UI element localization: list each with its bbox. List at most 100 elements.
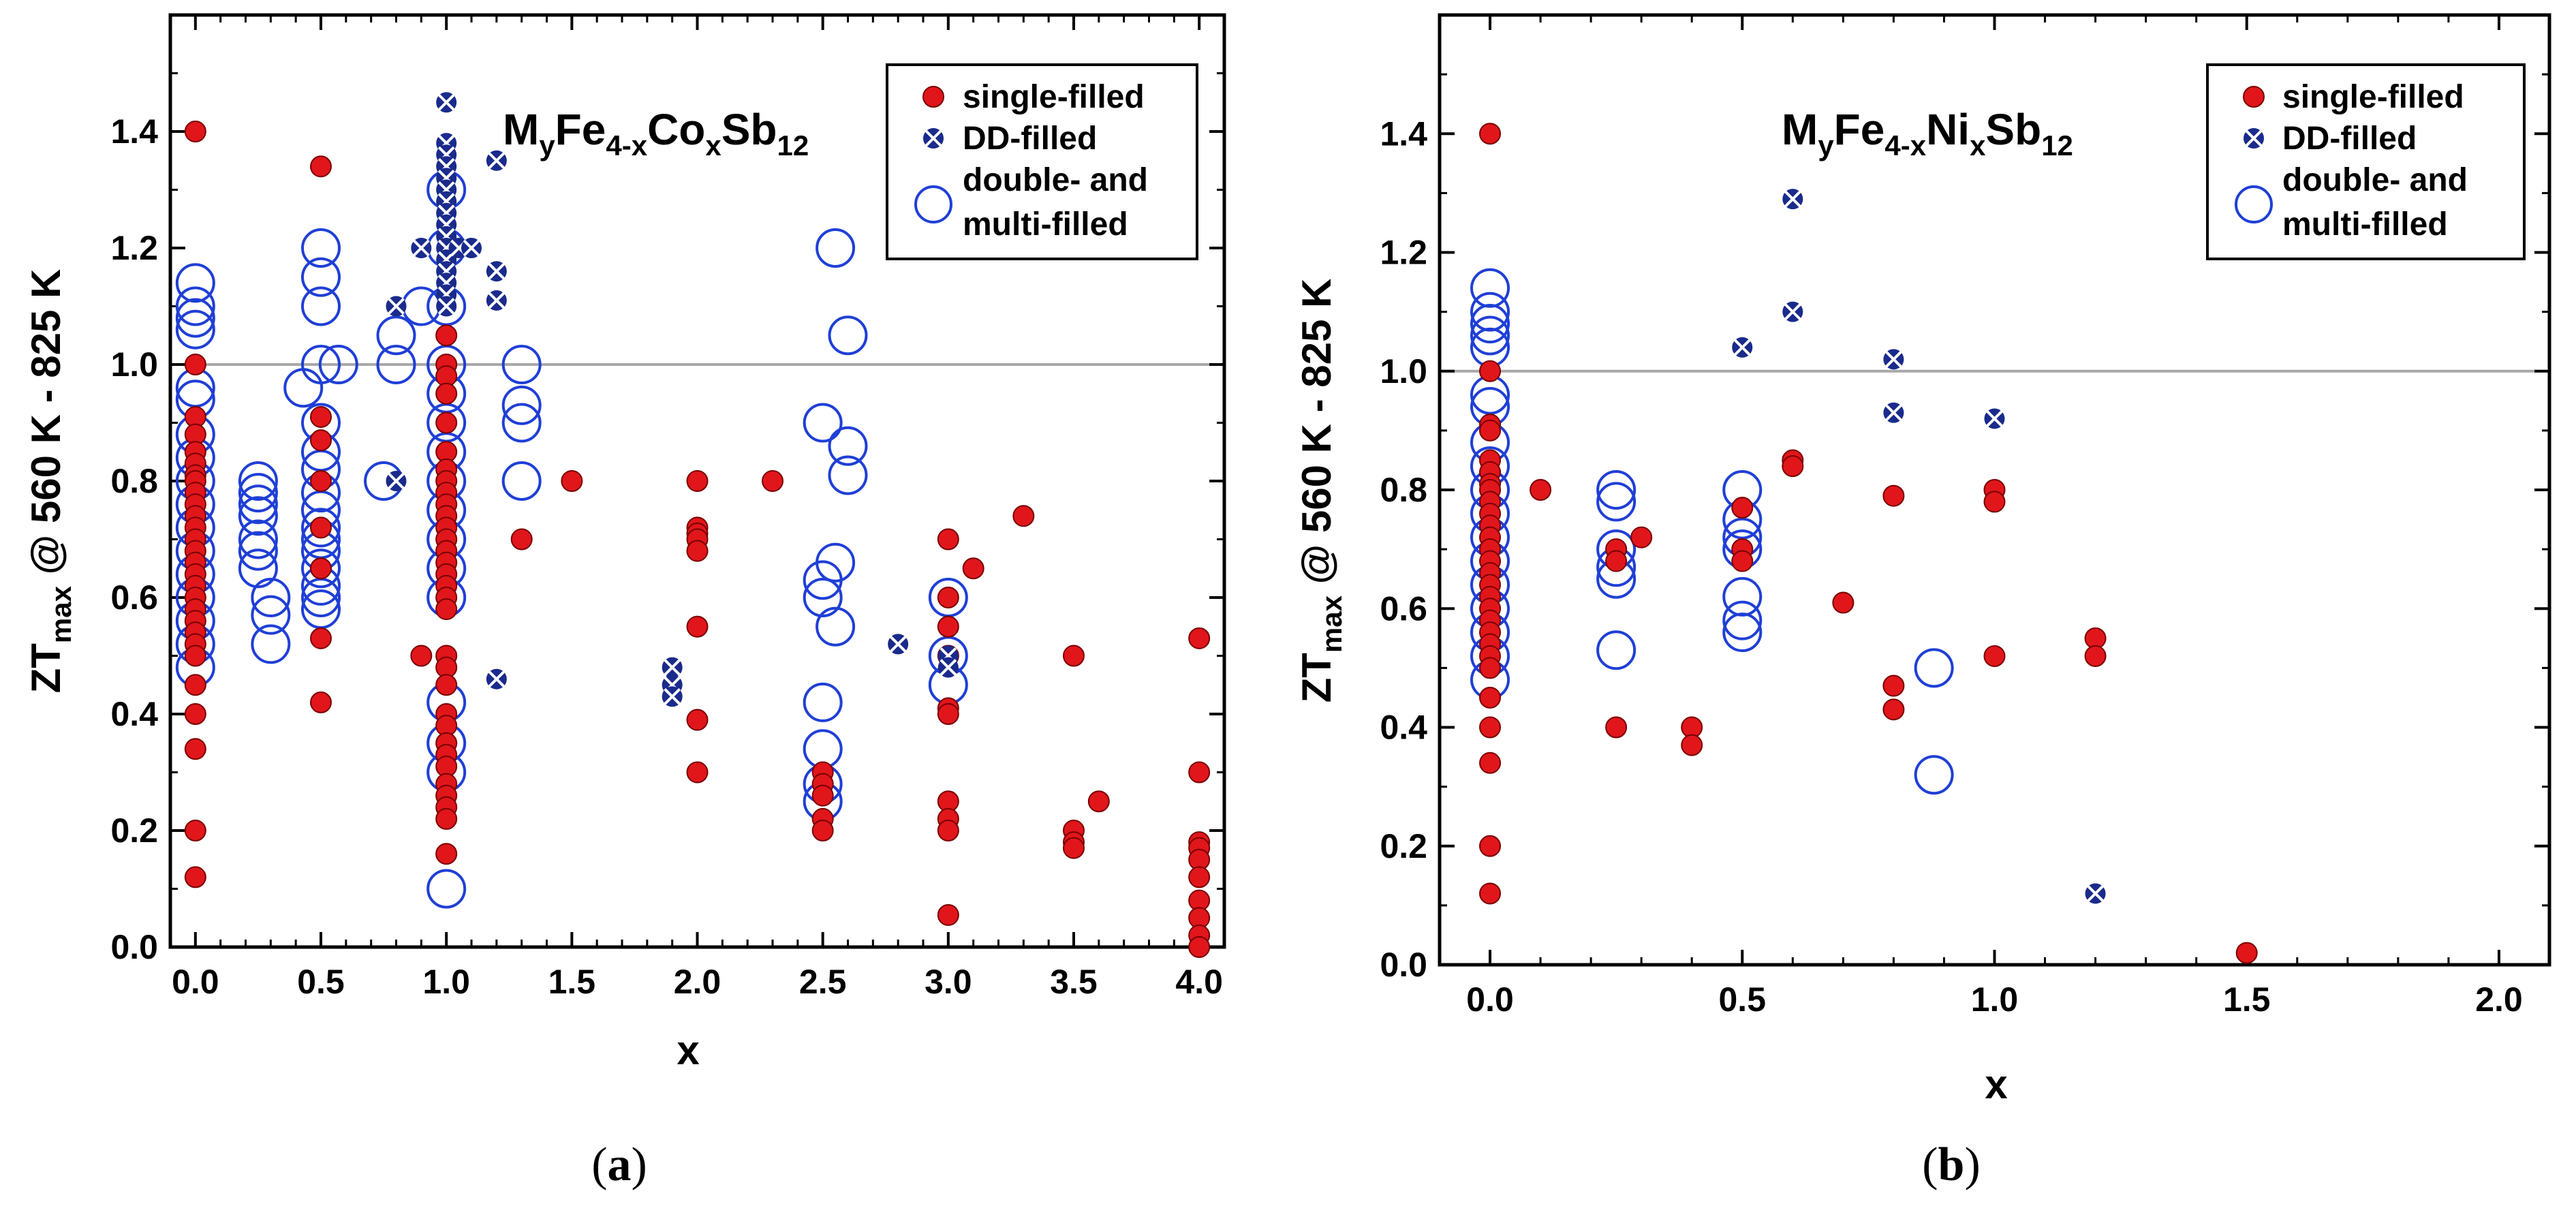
- point-single-filled: [435, 674, 458, 696]
- point-multi-filled: [238, 484, 278, 525]
- x-tick-label-a: 0.5: [297, 963, 345, 1001]
- point-single-filled: [1530, 479, 1552, 501]
- point-single-filled: [310, 627, 332, 649]
- point-multi-filled: [238, 473, 278, 513]
- x-tick-label-b: 0.5: [1719, 980, 1767, 1019]
- chart-title-b: MyFe4-xNixSb12: [1782, 105, 2073, 161]
- point-multi-filled: [251, 624, 291, 664]
- legend-label-dd-a: DD-filled: [963, 121, 1097, 157]
- point-single-filled: [1479, 686, 1502, 709]
- point-single-filled: [310, 405, 332, 428]
- point-multi-filled: [301, 548, 341, 589]
- point-multi-filled: [426, 869, 467, 909]
- point-multi-filled: [501, 345, 542, 384]
- point-single-filled: [1832, 591, 1855, 614]
- legend-a: single-filled DD-filled double- and mult…: [886, 63, 1198, 260]
- point-multi-filled: [301, 286, 341, 326]
- x-tick-label-b: 2.0: [2475, 980, 2523, 1019]
- point-single-filled: [1782, 455, 1804, 478]
- point-multi-filled: [1596, 482, 1636, 522]
- point-single-filled: [1012, 505, 1035, 527]
- point-multi-filled: [816, 228, 856, 268]
- point-dd-filled: [888, 634, 909, 655]
- point-dd-filled: [2085, 883, 2106, 904]
- point-multi-filled: [175, 298, 215, 338]
- point-single-filled: [1188, 627, 1211, 649]
- point-multi-filled: [251, 595, 291, 635]
- point-multi-filled: [1470, 315, 1510, 356]
- point-single-filled: [561, 470, 583, 492]
- point-dd-filled: [1782, 189, 1803, 210]
- legend-label-multi-b-1: double- and: [2282, 162, 2468, 198]
- y-tick-label-b: 0.4: [1380, 709, 1427, 747]
- point-multi-filled: [501, 461, 542, 501]
- point-single-filled: [1479, 882, 1502, 905]
- point-single-filled: [310, 470, 332, 492]
- legend-label-multi-a-1: double- and: [963, 162, 1148, 198]
- point-multi-filled: [301, 228, 341, 268]
- point-single-filled: [1882, 675, 1905, 697]
- point-single-filled: [937, 587, 959, 608]
- point-multi-filled: [251, 578, 291, 617]
- point-single-filled: [1605, 716, 1628, 739]
- y-tick-label-a: 0.6: [110, 578, 158, 617]
- point-multi-filled: [376, 345, 416, 384]
- point-single-filled: [962, 557, 984, 580]
- point-dd-filled: [662, 686, 683, 707]
- point-multi-filled: [1914, 755, 1954, 795]
- point-multi-filled: [1470, 304, 1510, 344]
- y-tick-label-b: 0.0: [1380, 946, 1427, 984]
- y-axis-label-b: ZTmax @ 560 K - 825 K: [1294, 279, 1348, 703]
- y-tick-label-b: 0.2: [1380, 827, 1427, 865]
- point-multi-filled: [828, 426, 868, 466]
- point-multi-filled: [501, 385, 542, 425]
- x-tick-label-a: 3.0: [925, 963, 972, 1001]
- point-single-filled: [310, 691, 332, 713]
- legend-marker-dd-a: [923, 128, 944, 149]
- point-multi-filled: [238, 531, 278, 571]
- point-dd-filled: [1883, 349, 1904, 370]
- point-single-filled: [184, 354, 206, 375]
- point-multi-filled: [828, 455, 868, 495]
- point-dd-filled: [1984, 408, 2005, 429]
- point-single-filled: [435, 843, 458, 865]
- point-single-filled: [2235, 942, 2258, 964]
- legend-label-single-b: single-filled: [2282, 79, 2464, 115]
- point-dd-filled: [937, 657, 959, 678]
- point-single-filled: [1188, 866, 1211, 888]
- point-single-filled: [811, 820, 834, 841]
- point-multi-filled: [1470, 268, 1510, 308]
- point-multi-filled: [238, 519, 278, 559]
- point-single-filled: [184, 645, 206, 667]
- y-tick-label-b: 1.4: [1380, 114, 1427, 153]
- point-single-filled: [435, 412, 458, 434]
- point-dd-filled: [436, 92, 457, 113]
- y-tick-label-b: 1.0: [1380, 352, 1427, 390]
- y-tick-label-b: 1.2: [1380, 234, 1427, 272]
- point-single-filled: [1063, 645, 1085, 667]
- point-dd-filled: [386, 471, 407, 491]
- point-single-filled: [686, 709, 709, 731]
- point-single-filled: [937, 703, 959, 725]
- caption-b: (b): [1922, 1139, 1981, 1191]
- x-tick-label-a: 1.5: [548, 963, 596, 1001]
- point-multi-filled: [301, 508, 341, 548]
- y-tick-label-a: 0.0: [110, 928, 158, 966]
- point-single-filled: [1479, 752, 1502, 774]
- point-dd-filled: [486, 668, 507, 690]
- legend-box-a: [886, 63, 1198, 260]
- point-single-filled: [310, 429, 332, 452]
- y-tick-label-a: 0.4: [110, 695, 158, 733]
- point-dd-filled: [1883, 402, 1904, 423]
- point-single-filled: [435, 807, 458, 830]
- point-single-filled: [937, 528, 959, 551]
- point-multi-filled: [318, 345, 358, 384]
- legend-marker-single-b: [2243, 86, 2265, 108]
- point-dd-filled: [436, 296, 457, 317]
- data-points-b: [1470, 123, 2258, 964]
- point-single-filled: [1983, 645, 2006, 667]
- point-dd-filled: [486, 261, 507, 282]
- point-single-filled: [1188, 936, 1211, 958]
- x-tick-label-a: 4.0: [1175, 963, 1223, 1001]
- point-multi-filled: [238, 496, 278, 536]
